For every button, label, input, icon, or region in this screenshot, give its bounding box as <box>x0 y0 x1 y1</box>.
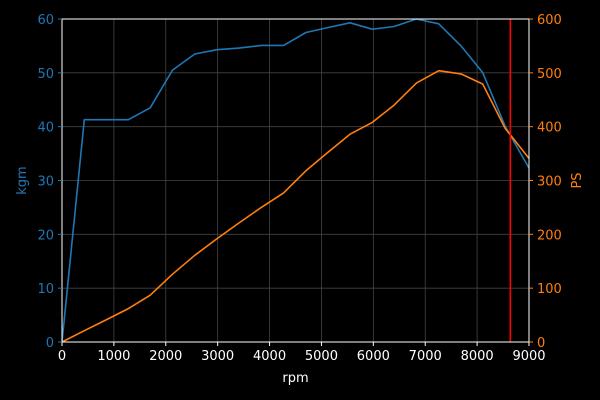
x-tick-label: 4000 <box>253 349 286 364</box>
y-right-tick-label: 600 <box>537 13 562 28</box>
y-right-tick-label: 400 <box>537 121 562 136</box>
power-line <box>61 69 530 343</box>
x-tick-label: 7000 <box>409 349 442 364</box>
y-left-tick-label: 0 <box>46 336 54 351</box>
x-tick-label: 8000 <box>461 349 494 364</box>
y-left-tick-label: 50 <box>37 67 54 82</box>
x-axis-label: rpm <box>282 371 308 386</box>
y-right-tick-label: 100 <box>537 282 562 297</box>
y-left-tick-label: 40 <box>37 121 54 136</box>
y-axis-right-label: PS <box>570 172 585 188</box>
y-left-tick-label: 20 <box>37 228 54 243</box>
x-tick-label: 1000 <box>97 349 130 364</box>
x-tick-label: 0 <box>58 349 66 364</box>
y-axis-right: 0 100 200 300 400 500 600 <box>529 13 562 351</box>
y-axis-left-label: kgm <box>15 166 30 194</box>
y-right-tick-label: 200 <box>537 228 562 243</box>
y-right-tick-label: 0 <box>537 336 545 351</box>
x-tick-label: 3000 <box>201 349 234 364</box>
x-tick-label: 2000 <box>149 349 182 364</box>
y-right-tick-label: 300 <box>537 175 562 190</box>
y-left-tick-label: 60 <box>37 13 54 28</box>
y-axis-left: 0 10 20 30 40 50 60 <box>37 13 62 351</box>
y-left-tick-label: 30 <box>37 175 54 190</box>
x-axis: 0 1000 2000 3000 4000 5000 6000 7000 8000 9000 <box>58 342 546 364</box>
y-left-tick-label: 10 <box>37 282 54 297</box>
plot-area <box>61 18 530 343</box>
x-tick-label: 5000 <box>305 349 338 364</box>
y-right-tick-label: 500 <box>537 67 562 82</box>
torque-line <box>61 18 530 343</box>
x-tick-label: 9000 <box>512 349 545 364</box>
x-tick-label: 6000 <box>357 349 390 364</box>
